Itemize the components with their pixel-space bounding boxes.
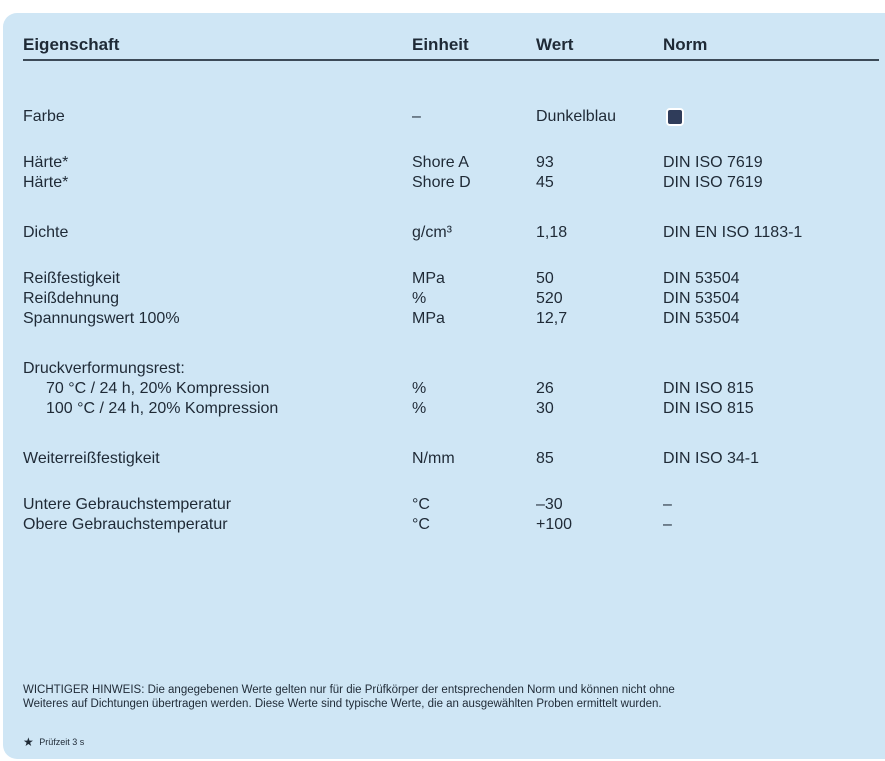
star-icon: ★: [23, 735, 34, 749]
row-property: 70 °C / 24 h, 20% Kompression: [46, 380, 270, 397]
row-property: Spannungswert 100%: [23, 310, 180, 327]
row-norm: DIN 53504: [663, 310, 740, 327]
color-swatch: [666, 108, 684, 126]
row-unit: %: [412, 380, 427, 397]
row-value: Dunkelblau: [536, 108, 617, 125]
row-property: Härte*: [23, 154, 69, 171]
row-property: Druckverformungsrest:: [23, 360, 185, 377]
row-unit: –: [412, 108, 421, 125]
row-unit: g/cm³: [412, 224, 452, 241]
row-value: 45: [536, 174, 554, 191]
row-value: 26: [536, 380, 554, 397]
row-property: Reißdehnung: [23, 290, 120, 307]
notice-line-2: Weiteres auf Dichtungen übertragen werde…: [23, 698, 662, 710]
row-unit: °C: [412, 496, 430, 513]
table-header: Eigenschaft Einheit Wert Norm: [23, 33, 879, 61]
row-norm: DIN ISO 7619: [663, 154, 763, 171]
row-property: 100 °C / 24 h, 20% Kompression: [46, 400, 279, 417]
row-property: Dichte: [23, 224, 69, 241]
header-value: Wert: [536, 35, 574, 54]
header-norm: Norm: [663, 35, 708, 54]
row-value: 85: [536, 450, 554, 467]
row-norm: DIN ISO 815: [663, 400, 754, 417]
row-value: 12,7: [536, 310, 568, 327]
footnote: ★ Prüfzeit 3 s: [23, 736, 84, 748]
row-value: 1,18: [536, 224, 568, 241]
row-unit: Shore A: [412, 154, 469, 171]
row-value: 93: [536, 154, 554, 171]
row-property: Obere Gebrauchstemperatur: [23, 516, 228, 533]
row-norm: DIN 53504: [663, 270, 740, 287]
row-norm: DIN ISO 34-1: [663, 450, 760, 467]
row-unit: %: [412, 290, 427, 307]
row-norm: DIN ISO 815: [663, 380, 754, 397]
row-value: 520: [536, 290, 563, 307]
row-norm: DIN ISO 7619: [663, 174, 763, 191]
row-unit: °C: [412, 516, 430, 533]
row-unit: N/mm: [412, 450, 455, 467]
row-norm: –: [663, 516, 672, 533]
row-norm: DIN 53504: [663, 290, 740, 307]
important-notice: WICHTIGER HINWEIS: Die angegebenen Werte…: [23, 683, 879, 711]
row-value: –30: [536, 496, 563, 513]
row-property: Härte*: [23, 174, 69, 191]
row-norm: –: [663, 496, 672, 513]
datasheet-card: Eigenschaft Einheit Wert Norm Farbe – Dunk…: [3, 13, 885, 759]
row-value: +100: [536, 516, 573, 533]
row-unit: MPa: [412, 310, 445, 327]
row-property: Weiterreißfestigkeit: [23, 450, 160, 467]
footnote-text: Prüfzeit 3 s: [39, 737, 85, 747]
row-unit: MPa: [412, 270, 445, 287]
header-unit: Einheit: [412, 35, 469, 54]
row-property: Untere Gebrauchstemperatur: [23, 496, 232, 513]
row-property: Farbe: [23, 108, 65, 125]
row-value: 50: [536, 270, 554, 287]
row-unit: Shore D: [412, 174, 471, 191]
row-unit: %: [412, 400, 427, 417]
notice-line-1: WICHTIGER HINWEIS: Die angegebenen Werte…: [23, 684, 675, 696]
row-norm: DIN EN ISO 1183-1: [663, 224, 803, 241]
row-value: 30: [536, 400, 554, 417]
row-property: Reißfestigkeit: [23, 270, 120, 287]
header-property: Eigenschaft: [23, 35, 120, 54]
